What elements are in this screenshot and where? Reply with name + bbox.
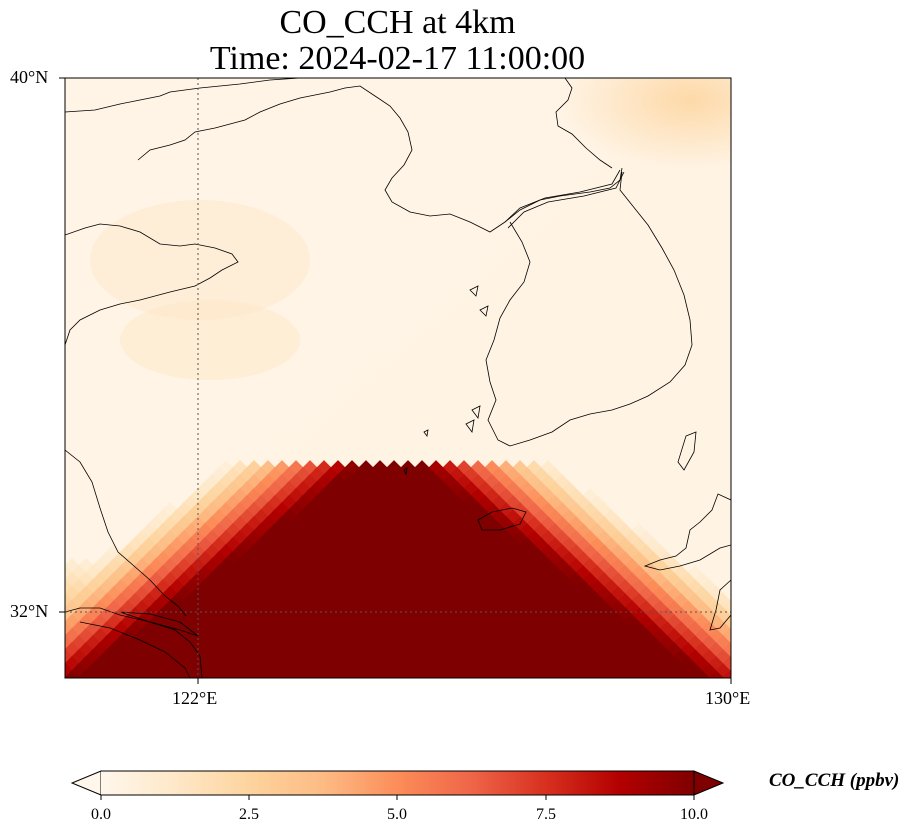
colorbar-tick-label: 5.0	[387, 806, 407, 823]
plume-cell	[664, 670, 684, 678]
coastline-shandong	[65, 223, 239, 346]
lon-label-122e: 122°E	[172, 688, 218, 708]
coastline-tsushima	[677, 431, 697, 471]
plume-cell	[496, 670, 516, 678]
plume-cell	[370, 670, 390, 678]
coastline-korea-north	[555, 78, 613, 169]
plume-cell	[468, 670, 488, 678]
coastlines	[65, 78, 731, 678]
plume-cell	[258, 670, 278, 678]
plume-cell	[314, 670, 334, 678]
coastline-kyushu	[643, 493, 731, 571]
map-title: CO_CCH at 4km	[279, 4, 516, 41]
coastline-chongming	[119, 611, 199, 637]
gridlines	[65, 78, 731, 678]
coastline-jeju	[477, 507, 527, 531]
plume-cell	[524, 670, 544, 678]
map-frame	[64, 77, 732, 679]
plume-cell	[384, 670, 404, 678]
map-time-subtitle: Time: 2024-02-17 11:00:00	[209, 40, 586, 77]
islands-west-korea	[403, 285, 489, 476]
plume-cell	[286, 670, 306, 678]
plume-cell	[594, 670, 614, 678]
colorbar-tick-label: 0.0	[91, 806, 111, 823]
plume-cell	[398, 670, 418, 678]
lon-label-130e: 130°E	[705, 688, 751, 708]
colorbar-body	[101, 771, 694, 795]
plume-cell	[650, 670, 670, 678]
plume-cell	[692, 670, 712, 678]
coastline-jiangsu	[65, 449, 187, 617]
colorbar-tick-label: 2.5	[239, 806, 259, 823]
border-dmz-2	[507, 171, 625, 229]
plume-cell	[328, 670, 348, 678]
plume-cell	[566, 670, 586, 678]
coastline-korea-west	[485, 171, 693, 447]
plume-cell	[356, 670, 376, 678]
plume-cell	[678, 670, 698, 678]
plume-cell	[412, 670, 432, 678]
plume-cell	[580, 670, 600, 678]
coastline-kyushu-south	[709, 579, 731, 631]
plume-cell	[454, 670, 474, 678]
colorbar-tick-label: 10.0	[680, 806, 708, 823]
lat-label-40n: 40°N	[10, 67, 49, 87]
plume-cell	[538, 670, 558, 678]
colorbar-tick-label: 7.5	[536, 806, 556, 823]
plume-cell	[608, 670, 628, 678]
plume-cell	[552, 670, 572, 678]
coastline-liaodong	[65, 78, 301, 113]
plume-cell	[342, 670, 362, 678]
plume-cell	[272, 670, 292, 678]
plume-cell	[720, 670, 731, 678]
plume-cell	[482, 670, 502, 678]
coastline-bohai-north	[137, 85, 623, 233]
plume-cell	[426, 670, 446, 678]
plume-cell	[440, 670, 460, 678]
plume-cell	[636, 670, 656, 678]
plume-cell	[510, 670, 530, 678]
colorbar-extend-low	[70, 770, 102, 796]
plume-cell	[706, 670, 726, 678]
colorbar-extend-high	[693, 770, 725, 796]
plume-cell	[300, 670, 320, 678]
border-dmz	[504, 169, 621, 223]
lat-label-32n: 32°N	[10, 601, 49, 621]
coastline-yangtze-inner	[79, 621, 191, 678]
colorbar-label: CO_CCH (ppbv)	[769, 770, 900, 791]
plume-cell	[622, 670, 642, 678]
